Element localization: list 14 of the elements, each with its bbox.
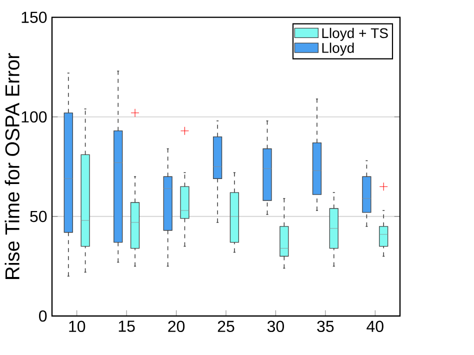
y-axis-title: Rise Time for OSPA Error [4, 53, 20, 279]
x-tick-label: 40 [366, 320, 384, 332]
y-tick-label: 0 [39, 310, 47, 322]
y-tick-label: 150 [22, 12, 47, 23]
x-tick-label: 25 [218, 320, 234, 332]
x-tick-label: 20 [168, 320, 185, 332]
legend-label: Lloyd + TS [322, 28, 388, 41]
x-tick-label: 15 [118, 320, 135, 332]
y-tick-label: 50 [30, 210, 47, 222]
x-tick-label: 10 [69, 320, 86, 332]
x-tick-label: 30 [267, 320, 284, 332]
x-tick-label: 35 [317, 320, 334, 332]
y-tick-label: 100 [22, 111, 47, 123]
legend-label: Lloyd [322, 42, 354, 56]
